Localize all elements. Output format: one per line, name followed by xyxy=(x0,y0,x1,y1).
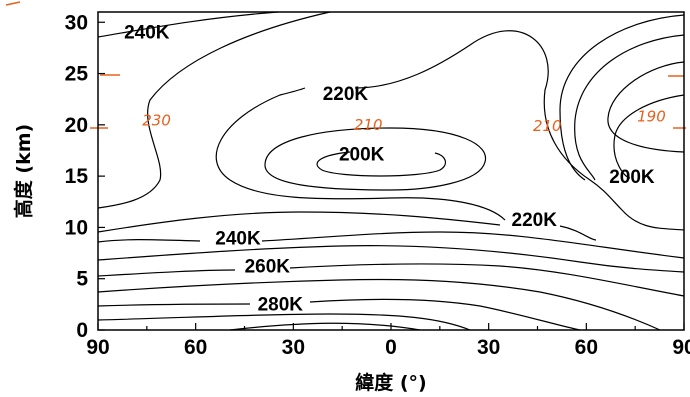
y-axis-label: 高度 (km) xyxy=(12,124,35,218)
handwritten-annotation: 210 xyxy=(533,117,562,135)
contour-line-240k-b xyxy=(261,231,685,259)
contour-line-190k xyxy=(607,61,685,153)
contour-label: 240K xyxy=(215,229,261,250)
handwritten-annotation: 230 xyxy=(142,112,171,130)
y-tick-label: 5 xyxy=(76,268,88,291)
contour-lines xyxy=(97,11,685,331)
contour-line-210k-right xyxy=(559,14,685,181)
x-tick-label: 30 xyxy=(477,336,500,359)
contour-line-200k-right2 xyxy=(574,34,685,181)
contour-line-280k-b xyxy=(309,298,581,331)
handwritten-marks xyxy=(5,1,686,129)
contour-line-250k xyxy=(97,245,685,273)
contour-line-220k-left xyxy=(215,87,306,181)
x-tick-label: 90 xyxy=(86,336,109,359)
contour-line-230k xyxy=(97,11,331,209)
contour-line-240k-top xyxy=(97,11,279,38)
x-tick-label: 0 xyxy=(385,336,397,359)
handwritten-labels: 230 210 210 190 xyxy=(142,108,665,135)
contour-line-260k-b xyxy=(289,263,685,297)
contour-line-280k xyxy=(97,303,251,307)
contour-label: 220K xyxy=(512,210,558,231)
contour-line-270k xyxy=(97,278,661,331)
plot-frame xyxy=(97,11,685,331)
handwritten-annotation: 190 xyxy=(637,108,666,126)
y-tick-label: 15 xyxy=(65,165,89,188)
contour-line-220k-bottom xyxy=(229,179,506,221)
handwritten-annotation: 210 xyxy=(354,116,383,134)
y-tick-label: 0 xyxy=(76,319,88,342)
contour-line-290k xyxy=(97,313,471,331)
contour-line-290k-b xyxy=(229,322,421,331)
contour-line-240k xyxy=(97,239,201,243)
contour-label: 280K xyxy=(258,294,304,315)
y-tick-label: 10 xyxy=(65,216,88,239)
hw-mark-top-left xyxy=(5,1,21,6)
contour-line-220k-tail xyxy=(559,225,597,241)
y-tick-label: 30 xyxy=(65,11,88,34)
y-tick-label: 20 xyxy=(65,114,88,137)
contour-line-200k-inner xyxy=(316,151,447,177)
x-tick-label: 60 xyxy=(184,336,207,359)
contour-line-260k xyxy=(97,269,236,277)
y-tick-labels: 0 5 10 15 20 25 30 xyxy=(65,11,89,342)
contour-label: 220K xyxy=(323,84,369,105)
x-tick-label: 30 xyxy=(282,336,305,359)
axis-ticks xyxy=(97,21,685,331)
x-tick-label: 90 xyxy=(672,336,690,359)
contour-label: 260K xyxy=(245,256,291,277)
contour-label: 200K xyxy=(339,145,385,166)
x-tick-labels: 90 60 30 0 30 60 90 xyxy=(86,336,690,359)
contour-label: 240K xyxy=(124,22,170,43)
x-tick-label: 60 xyxy=(575,336,598,359)
contour-line-210k xyxy=(264,127,487,191)
y-tick-label: 25 xyxy=(65,63,89,86)
x-axis-label: 緯度 (°) xyxy=(355,371,426,394)
contour-label: 200K xyxy=(609,167,655,188)
contour-labels: 240K 220K 200K 200K 220K 240K 260K 280K xyxy=(124,22,655,315)
contour-line-220k-right xyxy=(354,30,685,231)
contour-line-230k-low xyxy=(97,211,501,233)
